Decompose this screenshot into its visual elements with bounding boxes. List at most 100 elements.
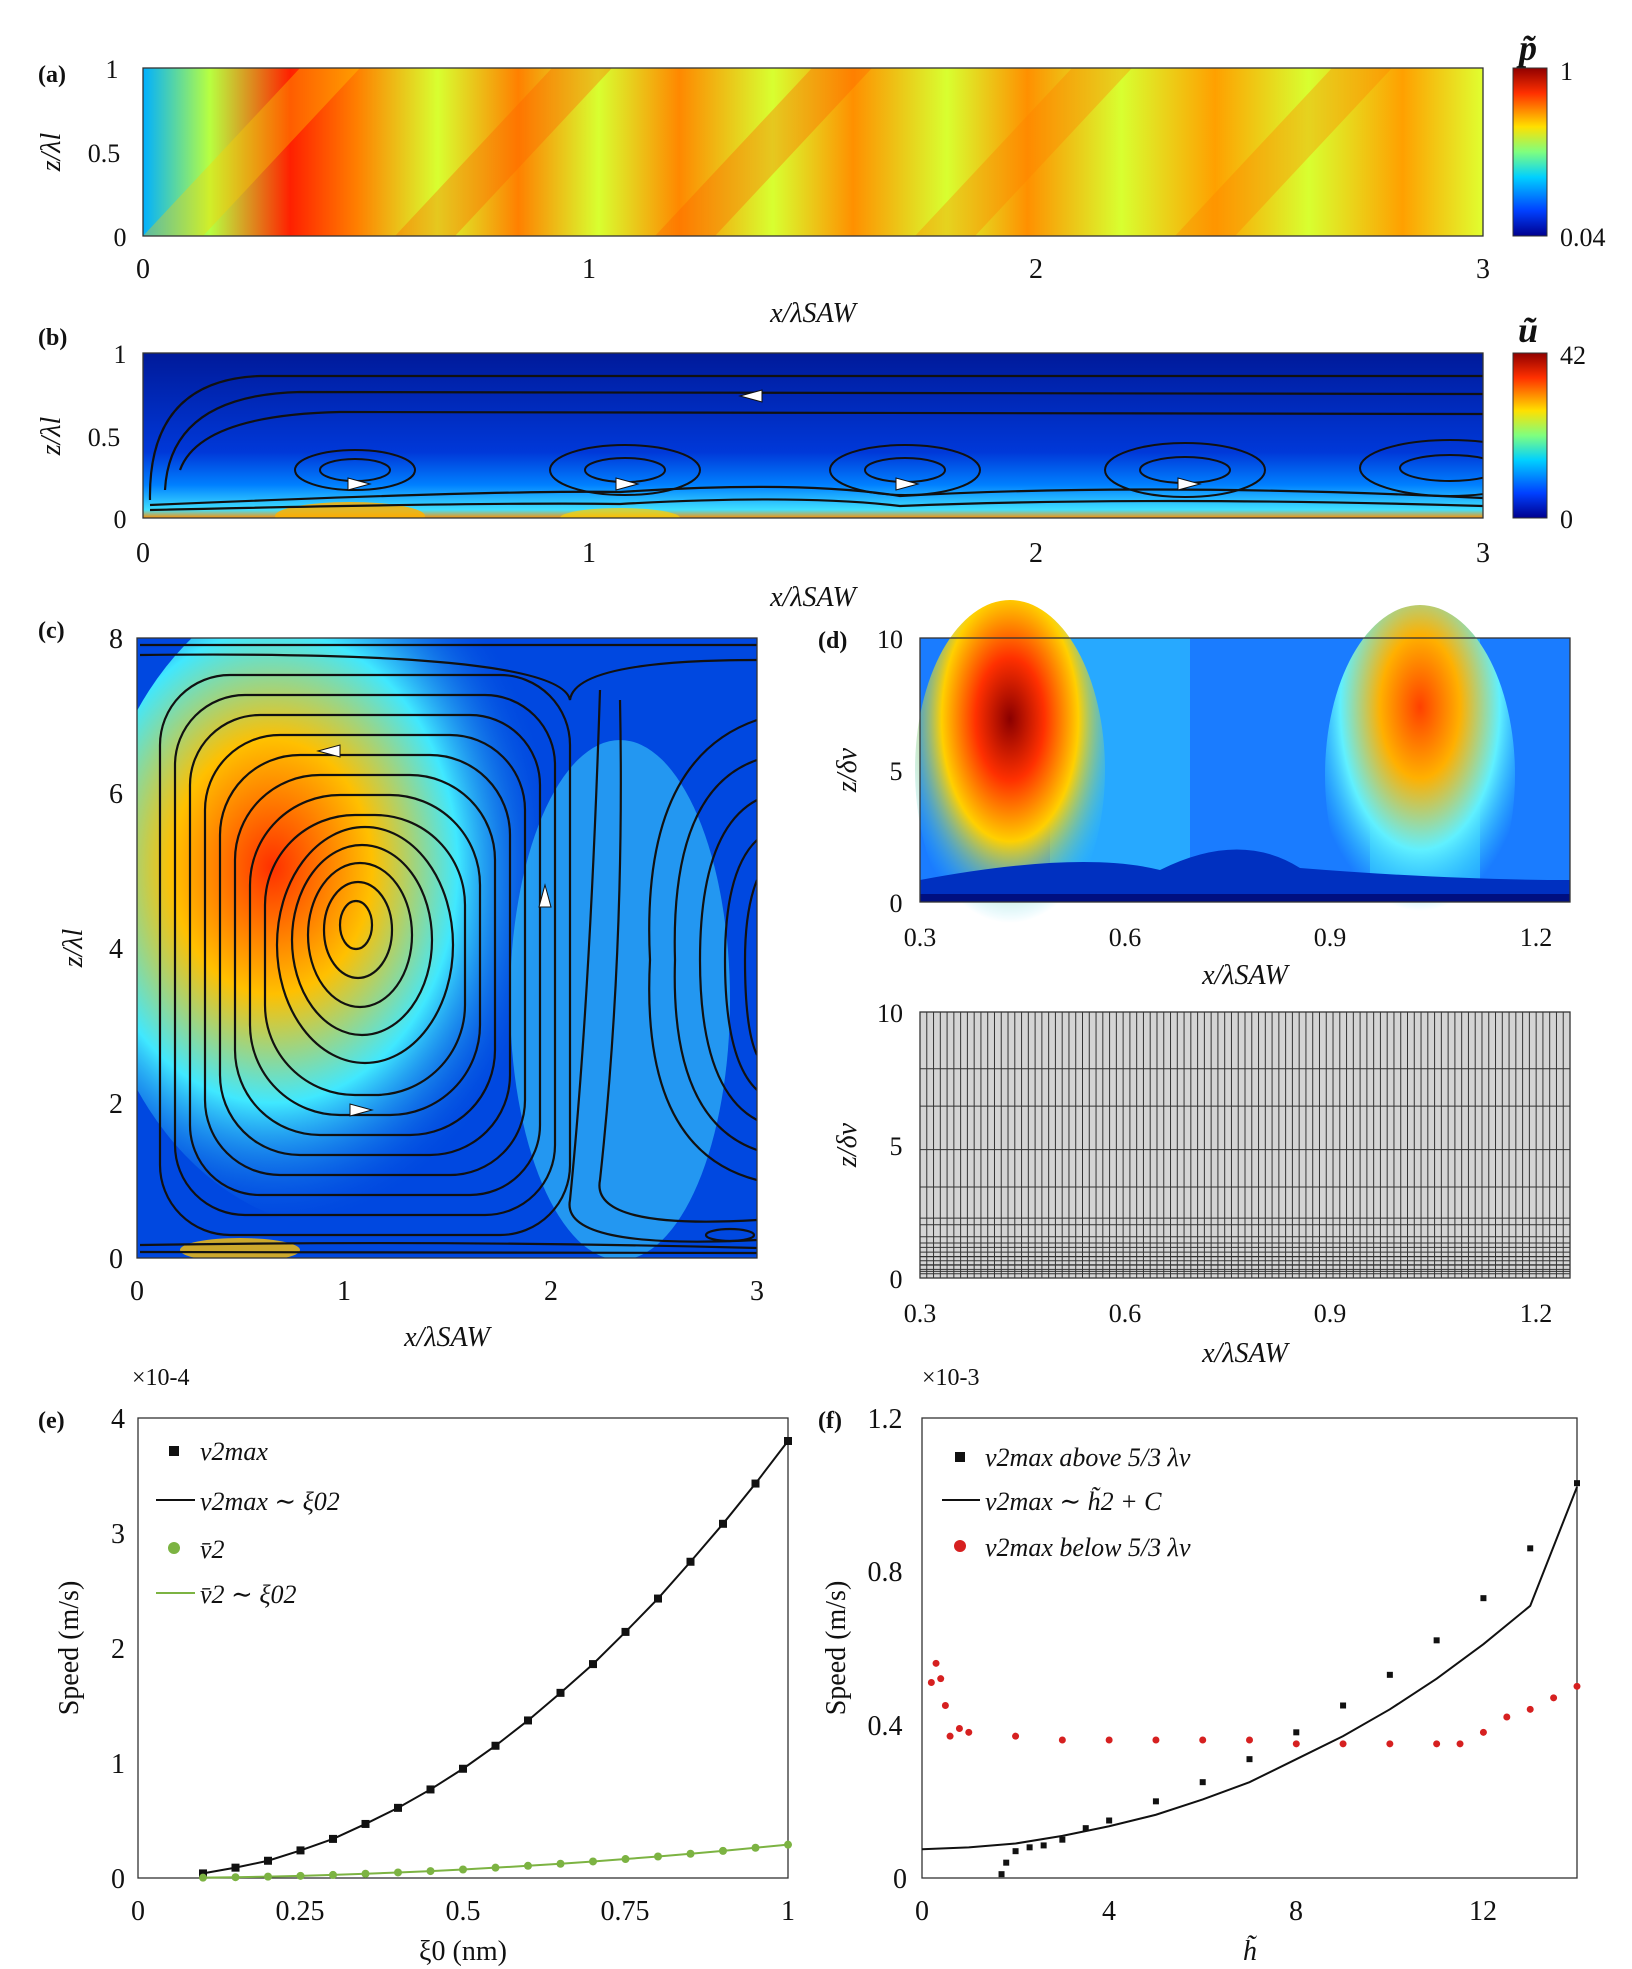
b-ylabel: z/λl	[36, 416, 67, 456]
f-ytick: 0.4	[868, 1711, 903, 1742]
f-point-0	[1106, 1817, 1113, 1824]
e-xtick: 0.75	[601, 1896, 650, 1927]
d-top-ytick: 0	[890, 889, 903, 918]
b-xtick: 1	[582, 538, 596, 569]
c-xtick: 2	[544, 1276, 558, 1307]
e-point-0	[491, 1741, 500, 1750]
f-point-2	[1199, 1736, 1207, 1744]
f-point-0	[1040, 1842, 1047, 1849]
b-xticks: 0 1 2 3	[136, 538, 1490, 569]
colorbar-b-max: 42	[1560, 341, 1586, 370]
c-xlabel: x/λSAW	[403, 1322, 492, 1353]
f-legend-item: v2max above 5/3 λv	[985, 1443, 1191, 1472]
panel-a: (a) 1 0.5 0 0 1 2 3 x/λSAW z/λl p̃ 1 0.0…	[36, 28, 1606, 329]
e-point-0	[329, 1834, 337, 1843]
a-ytick: 1	[106, 55, 119, 84]
c-xtick: 1	[337, 1276, 351, 1307]
f-point-2	[1292, 1740, 1300, 1748]
colorbar-a-label: p̃	[1516, 28, 1537, 68]
f-point-0	[1433, 1637, 1440, 1644]
f-point-0	[1012, 1848, 1019, 1855]
d-top-ytick: 10	[877, 625, 903, 654]
f-point-2	[1246, 1736, 1253, 1744]
f-point-2	[965, 1728, 973, 1736]
e-point-0	[654, 1594, 662, 1603]
e-legend-item: v2max	[200, 1437, 268, 1466]
f-point-2	[1503, 1713, 1511, 1721]
f-point-0	[1386, 1671, 1393, 1678]
panel-d: (d) 10 5 0 0.3 0.6 0.9 1.2 x/λSAW z/δν 1…	[818, 600, 1571, 1369]
e-point-1	[524, 1861, 532, 1870]
e-point-1	[589, 1857, 597, 1866]
e-point-1	[231, 1873, 240, 1882]
f-xlabel: h̃	[1243, 1935, 1258, 1967]
b-xtick: 0	[136, 538, 150, 569]
a-ytick: 0.5	[88, 139, 121, 168]
f-point-0	[1152, 1798, 1159, 1805]
a-xtick: 0	[136, 254, 150, 285]
b-ytick: 0	[114, 505, 127, 534]
c-ytick: 4	[109, 934, 123, 965]
e-point-1	[719, 1846, 727, 1855]
panel-label-f: (f)	[818, 1408, 842, 1434]
e-series-line-1	[202, 1843, 789, 1879]
d-top-xtick: 1.2	[1520, 923, 1553, 952]
f-point-2	[946, 1732, 954, 1740]
f-legend: v2max above 5/3 λv v2max ∼ h̃2 + C v2max…	[942, 1443, 1191, 1562]
f-point-2	[1152, 1736, 1160, 1744]
b-ytick: 1	[114, 340, 127, 369]
e-legend-item: v̄2	[200, 1535, 225, 1564]
e-point-1	[751, 1843, 760, 1852]
f-xtick: 0	[915, 1896, 929, 1927]
e-point-0	[589, 1660, 597, 1669]
d-bottom-yticks: 10 5 0	[877, 999, 903, 1294]
e-xlabel: ξ0 (nm)	[419, 1936, 507, 1967]
f-point-2	[1339, 1740, 1347, 1748]
a-xtick: 2	[1029, 254, 1043, 285]
f-fit-line	[921, 1486, 1578, 1851]
f-point-2	[932, 1659, 940, 1667]
f-point-2	[1058, 1736, 1066, 1744]
e-legend-marker	[168, 1542, 180, 1554]
e-legend-item: v̄2 ∼ ξ02	[200, 1580, 296, 1609]
f-point-2	[1105, 1736, 1113, 1744]
d-top-ylabel: z/δν	[832, 747, 863, 793]
c-ylabel: z/λl	[58, 928, 89, 968]
f-yexponent: ×10-3	[922, 1365, 980, 1391]
f-ticks: 1.2 0.8 0.4 0 0 4 8 12	[868, 1404, 1498, 1927]
f-ytick: 0.8	[868, 1557, 903, 1588]
e-legend-item: v2max ∼ ξ02	[200, 1487, 340, 1516]
e-point-0	[296, 1846, 305, 1855]
d-bottom-xtick: 0.9	[1314, 1299, 1347, 1328]
f-legend-item: v2max ∼ h̃2 + C	[985, 1487, 1162, 1516]
f-point-2	[1526, 1705, 1534, 1713]
a-xtick: 3	[1476, 254, 1490, 285]
f-point-0	[998, 1871, 1005, 1878]
b-xtick: 3	[1476, 538, 1490, 569]
f-point-0	[1480, 1595, 1487, 1602]
f-point-0	[1293, 1729, 1300, 1736]
panel-label-e: (e)	[38, 1408, 65, 1434]
e-point-1	[264, 1872, 272, 1881]
heatmap-b	[143, 353, 1483, 518]
a-ylabel: z/λl	[36, 132, 67, 172]
e-ytick: 0	[111, 1864, 125, 1895]
f-point-0	[1199, 1779, 1206, 1786]
d-bottom-xtick: 1.2	[1520, 1299, 1553, 1328]
f-point-0	[1003, 1859, 1010, 1866]
e-yexponent: ×10-4	[132, 1365, 190, 1391]
panel-label-a: (a)	[38, 62, 66, 88]
e-point-1	[491, 1863, 500, 1872]
b-ytick: 0.5	[88, 423, 121, 452]
f-xtick: 12	[1469, 1896, 1497, 1927]
e-point-1	[621, 1855, 630, 1864]
f-legend-item: v2max below 5/3 λv	[985, 1533, 1191, 1562]
e-xtick: 0	[131, 1896, 145, 1927]
panel-label-c: (c)	[38, 618, 65, 644]
f-point-2	[955, 1725, 963, 1732]
e-point-0	[556, 1688, 565, 1697]
e-point-1	[426, 1867, 435, 1876]
f-ytick: 1.2	[868, 1404, 903, 1435]
colorbar-a-min: 0.04	[1560, 223, 1606, 252]
